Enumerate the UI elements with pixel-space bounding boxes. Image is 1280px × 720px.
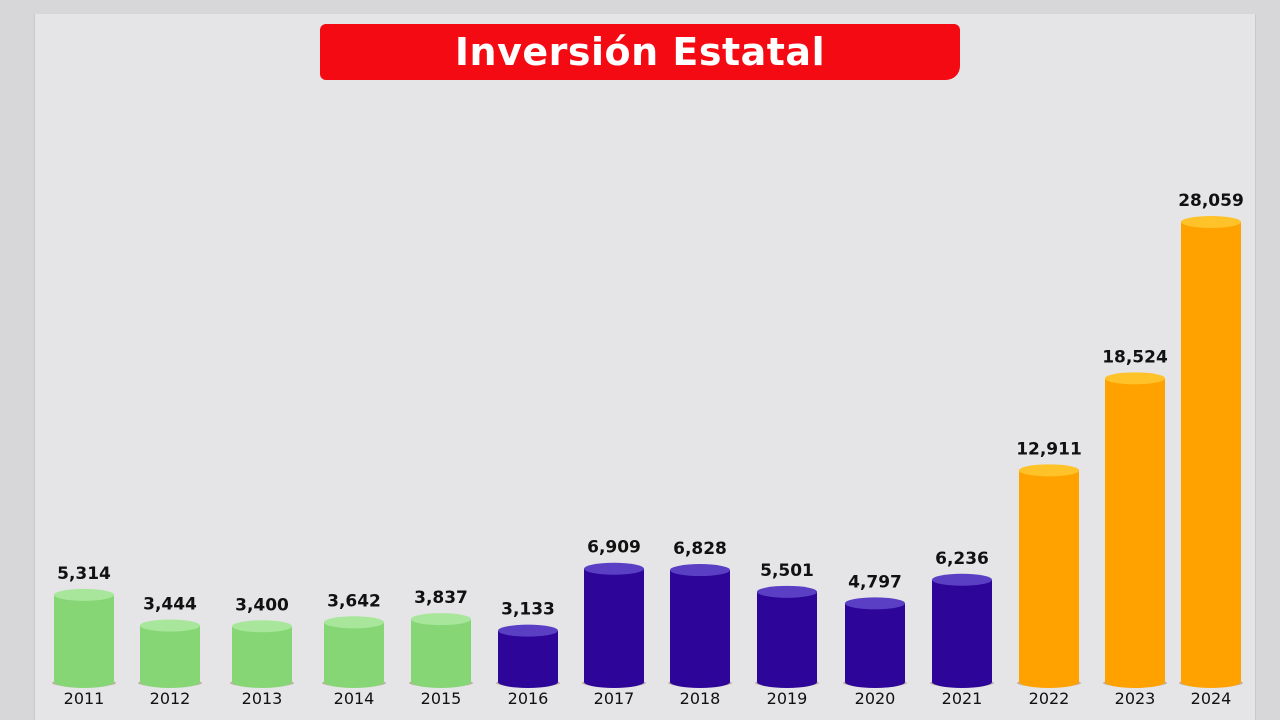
x-tick-2022: 2022	[1029, 689, 1070, 708]
bar-2011	[52, 588, 116, 688]
x-tick-2013: 2013	[242, 689, 283, 708]
bar-body	[411, 619, 471, 682]
value-label-2023: 18,524	[1102, 347, 1168, 367]
x-tick-2015: 2015	[421, 689, 462, 708]
bar-2013	[230, 620, 294, 688]
chart-title: Inversión Estatal	[454, 30, 826, 74]
bar-body	[1019, 470, 1079, 682]
bar-cap	[1019, 464, 1079, 477]
bar-cap	[411, 613, 471, 626]
value-label-2018: 6,828	[673, 539, 727, 559]
x-tick-2024: 2024	[1191, 689, 1232, 708]
bar-cap	[584, 562, 644, 575]
x-tick-2017: 2017	[594, 689, 635, 708]
bar-body	[757, 591, 817, 682]
bar-2018	[668, 564, 732, 688]
bar-2020	[843, 597, 907, 688]
bar-cap	[845, 597, 905, 610]
bar-base	[845, 676, 905, 688]
bar-body	[1181, 222, 1241, 682]
x-tick-2012: 2012	[150, 689, 191, 708]
bar-body	[232, 626, 292, 682]
x-tick-2018: 2018	[680, 689, 721, 708]
bar-cap	[324, 616, 384, 629]
bar-base	[140, 676, 200, 688]
bar-2012	[138, 619, 202, 688]
bar-cap	[932, 573, 992, 586]
value-label-2015: 3,837	[414, 588, 468, 608]
value-label-2017: 6,909	[587, 538, 641, 558]
bar-cap	[1105, 372, 1165, 385]
bar-cap	[757, 585, 817, 598]
bar-base	[324, 676, 384, 688]
bar-base	[670, 676, 730, 688]
bar-base	[498, 676, 558, 688]
x-tick-2023: 2023	[1115, 689, 1156, 708]
title-banner: Inversión Estatal	[320, 24, 960, 80]
bar-base	[932, 676, 992, 688]
value-label-2016: 3,133	[501, 600, 555, 620]
bar-cap	[1181, 216, 1241, 228]
bar-cap	[232, 620, 292, 633]
value-label-2024: 28,059	[1178, 191, 1244, 211]
value-label-2020: 4,797	[848, 572, 902, 592]
bar-body	[1105, 378, 1165, 682]
bar-body	[584, 568, 644, 682]
bar-2019	[755, 585, 819, 688]
x-tick-2016: 2016	[508, 689, 549, 708]
bar-body	[140, 625, 200, 682]
value-label-2014: 3,642	[327, 591, 381, 611]
x-tick-2019: 2019	[767, 689, 808, 708]
bar-cap	[54, 588, 114, 601]
bar-body	[54, 594, 114, 682]
value-label-2021: 6,236	[935, 549, 989, 569]
bar-2023	[1103, 372, 1167, 688]
bar-2014	[322, 616, 386, 688]
bar-2015	[409, 613, 473, 688]
bar-base	[1019, 676, 1079, 688]
bar-base	[232, 676, 292, 688]
bar-2021	[930, 573, 994, 688]
bar-2024	[1179, 216, 1243, 688]
bar-base	[1181, 676, 1241, 688]
bar-body	[845, 603, 905, 682]
bar-body	[324, 622, 384, 682]
bar-base	[411, 676, 471, 688]
bar-body	[932, 579, 992, 682]
bar-base	[757, 676, 817, 688]
bar-2017	[582, 562, 646, 688]
x-tick-2020: 2020	[855, 689, 896, 708]
bar-body	[498, 630, 558, 682]
bar-base	[584, 676, 644, 688]
bar-cap	[140, 619, 200, 632]
bar-base	[54, 676, 114, 688]
value-label-2011: 5,314	[57, 564, 111, 584]
x-tick-2014: 2014	[334, 689, 375, 708]
value-label-2019: 5,501	[760, 561, 814, 581]
bar-body	[670, 570, 730, 682]
bar-cap	[498, 624, 558, 637]
bar-2016	[496, 624, 560, 688]
value-label-2022: 12,911	[1016, 439, 1082, 459]
value-label-2012: 3,444	[143, 595, 197, 615]
bar-base	[1105, 676, 1165, 688]
x-tick-2021: 2021	[942, 689, 983, 708]
bar-cap	[670, 564, 730, 577]
x-tick-2011: 2011	[64, 689, 105, 708]
value-label-2013: 3,400	[235, 595, 289, 615]
bar-2022	[1017, 464, 1081, 688]
